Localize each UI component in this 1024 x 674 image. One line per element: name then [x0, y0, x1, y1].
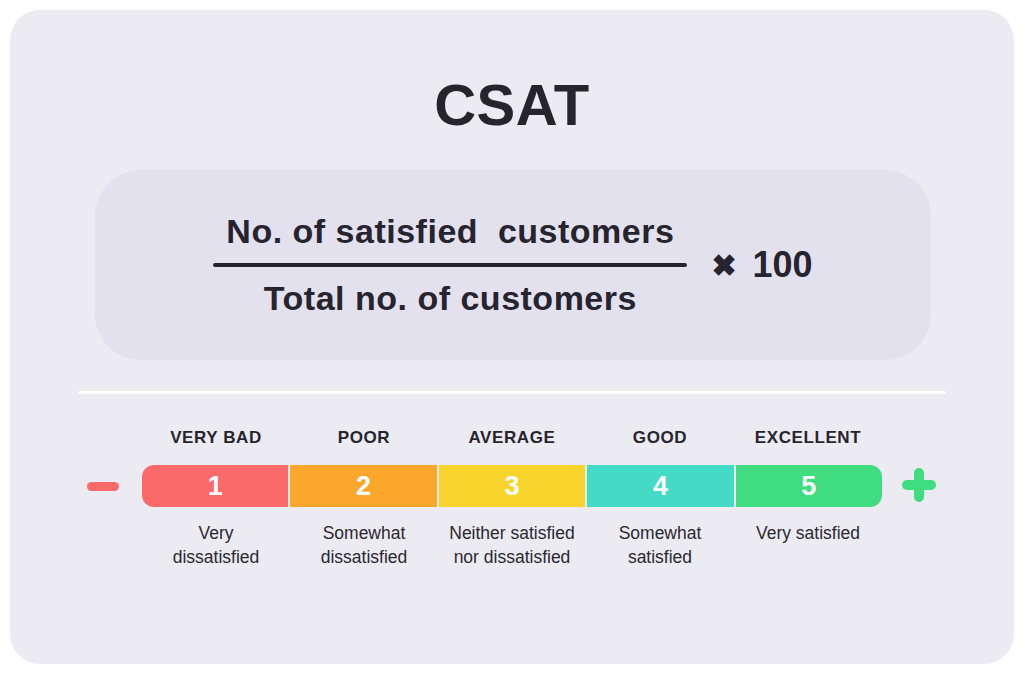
description-2: Somewhat dissatisfied — [290, 521, 438, 569]
rating-scale-bar: 1 2 3 4 5 — [142, 465, 882, 507]
scale-segment-1: 1 — [142, 465, 288, 507]
plus-icon — [902, 468, 936, 502]
scale-segment-4: 4 — [587, 465, 733, 507]
formula: No. of satisfied customers Total no. of … — [213, 212, 812, 318]
description-3: Neither satisfied nor dissatisfied — [438, 521, 586, 569]
description-1: Very dissatisfied — [142, 521, 290, 569]
formula-box: No. of satisfied customers Total no. of … — [95, 170, 931, 360]
fraction-denominator: Total no. of customers — [252, 267, 649, 318]
page-title: CSAT — [0, 71, 1024, 138]
description-5: Very satisfied — [734, 521, 882, 569]
scale-segment-5: 5 — [736, 465, 882, 507]
scale-label-average: AVERAGE — [438, 428, 586, 448]
scale-labels: VERY BAD POOR AVERAGE GOOD EXCELLENT — [142, 428, 882, 448]
description-4: Somewhat satisfied — [586, 521, 734, 569]
scale-segment-2: 2 — [290, 465, 436, 507]
scale-segment-3: 3 — [439, 465, 585, 507]
minus-icon — [87, 482, 119, 491]
scale-label-good: GOOD — [586, 428, 734, 448]
scale-label-poor: POOR — [290, 428, 438, 448]
scale-label-excellent: EXCELLENT — [734, 428, 882, 448]
multiply-icon: ✖ — [711, 248, 736, 283]
scale-descriptions: Very dissatisfied Somewhat dissatisfied … — [142, 521, 882, 569]
multiplier-group: ✖ 100 — [711, 244, 812, 286]
multiplier-value: 100 — [753, 244, 813, 286]
scale-label-very-bad: VERY BAD — [142, 428, 290, 448]
fraction-numerator: No. of satisfied customers — [214, 212, 686, 263]
fraction: No. of satisfied customers Total no. of … — [213, 212, 687, 318]
divider-line — [78, 391, 946, 394]
